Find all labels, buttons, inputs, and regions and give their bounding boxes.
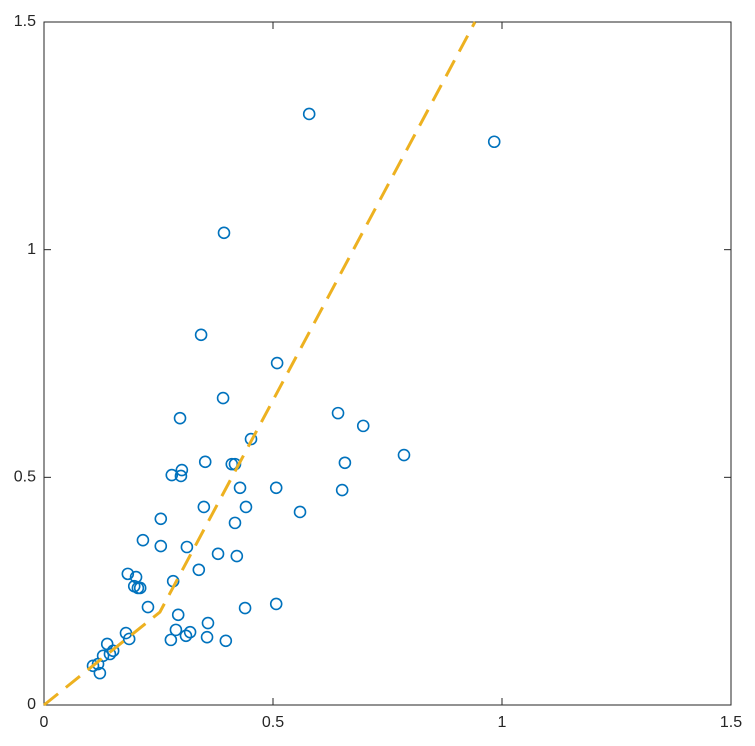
scatter-point <box>175 463 189 477</box>
x-tick-label: 0 <box>40 714 49 731</box>
scatter-point <box>239 500 253 514</box>
scatter-point <box>230 549 244 563</box>
scatter-point <box>238 601 252 615</box>
scatter-point <box>331 406 345 420</box>
axes-box <box>43 21 732 706</box>
scatter-point <box>269 597 283 611</box>
scatter-point <box>270 356 284 370</box>
scatter-point <box>173 411 187 425</box>
scatter-point <box>183 625 197 639</box>
scatter-point <box>487 135 501 149</box>
scatter-point <box>133 581 147 595</box>
scatter-point <box>93 666 107 680</box>
scatter-point <box>200 630 214 644</box>
scatter-point <box>194 328 208 342</box>
scatter-point <box>91 657 105 671</box>
y-tick-label: 0 <box>27 696 36 713</box>
scatter-point <box>121 567 135 581</box>
scatter-point <box>180 540 194 554</box>
scatter-point <box>171 608 185 622</box>
scatter-point <box>174 469 188 483</box>
scatter-point <box>228 516 242 530</box>
scatter-point <box>197 500 211 514</box>
scatter-point <box>269 481 283 495</box>
scatter-point <box>233 481 247 495</box>
scatter-point <box>302 107 316 121</box>
scatter-point <box>219 634 233 648</box>
line <box>43 21 477 707</box>
x-tick-label: 1 <box>498 714 507 731</box>
scatter-point <box>141 600 155 614</box>
y-tick-label: 1.5 <box>14 13 36 30</box>
scatter-point <box>356 419 370 433</box>
scatter-point <box>106 644 120 658</box>
y-tick-label: 1 <box>27 241 36 258</box>
scatter-point <box>179 629 193 643</box>
scatter-point <box>165 468 179 482</box>
scatter-point <box>164 633 178 647</box>
scatter-point <box>154 539 168 553</box>
scatter-point <box>335 483 349 497</box>
y-tick-label: 0.5 <box>14 469 36 486</box>
scatter-point <box>338 456 352 470</box>
x-tick-label: 1.5 <box>720 714 742 731</box>
scatter-point <box>122 632 136 646</box>
scatter-point <box>103 647 117 661</box>
scatter-point <box>198 455 212 469</box>
x-tick-label: 0.5 <box>262 714 284 731</box>
scatter-point <box>154 512 168 526</box>
scatter-point <box>397 448 411 462</box>
scatter-point <box>217 226 231 240</box>
scatter-point <box>192 563 206 577</box>
scatter-point <box>293 505 307 519</box>
scatter-point <box>216 391 230 405</box>
scatter-point <box>211 547 225 561</box>
scatter-point <box>169 623 183 637</box>
scatter-point <box>201 616 215 630</box>
scatter-point <box>136 533 150 547</box>
